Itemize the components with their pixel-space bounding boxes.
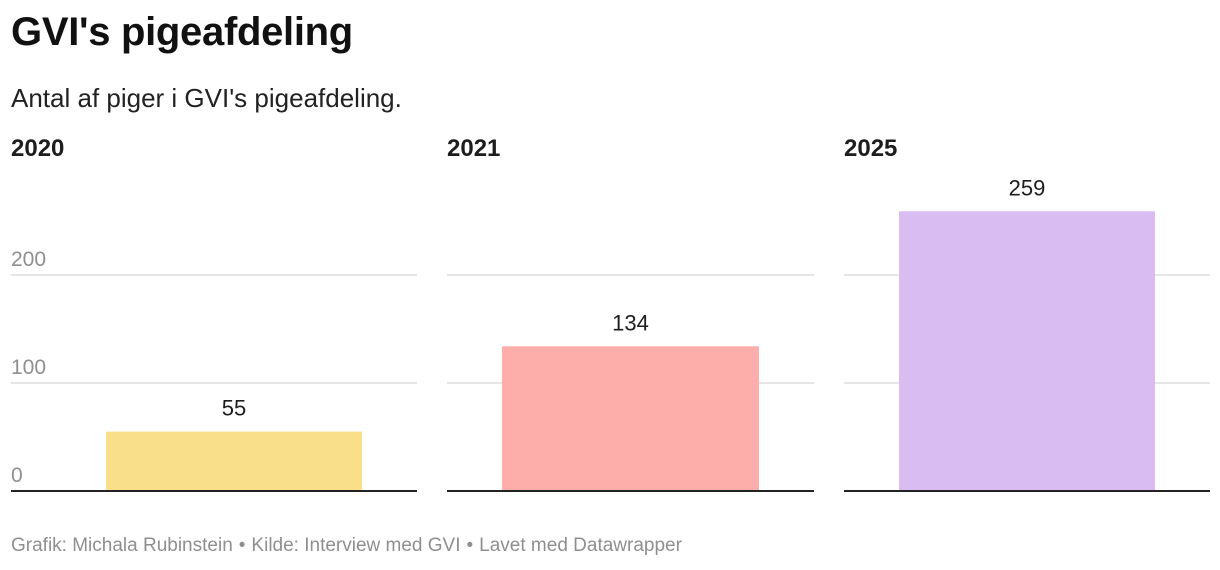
panel-2025: 2025 259 [844,130,1210,500]
panel-title-2020: 2020 [11,135,65,162]
panel-2020: 2020 0 100 200 55 [11,130,417,500]
panel-title-2025: 2025 [844,135,898,162]
panel-title-2021: 2021 [447,135,501,162]
footer-separator: • [466,535,474,556]
y-tick-label: 0 [11,464,23,487]
footer-source: Kilde: Interview med GVI [251,535,461,556]
bar-2021 [502,346,759,491]
bar-2025 [899,211,1155,491]
chart-subtitle: Antal af piger i GVI's pigeafdeling. [11,83,402,113]
y-tick-label: 100 [11,356,46,379]
data-label: 134 [612,310,649,335]
bar-2020 [106,431,362,491]
bar-chart-2020: 0 100 200 55 [11,248,417,492]
footer-credit: Grafik: Michala Rubinstein [11,535,233,556]
bar-chart-2021: 134 [447,274,814,492]
bar-chart-2025: 259 [844,175,1210,492]
panel-2021: 2021 134 [447,130,814,500]
chart-footer: Grafik: Michala Rubinstein • Kilde: Interv… [11,535,682,557]
footer-separator: • [238,535,246,556]
footer-tool: Lavet med Datawrapper [479,535,682,556]
data-label: 259 [1009,175,1046,200]
y-tick-label: 200 [11,248,46,271]
data-label: 55 [222,396,246,421]
chart-title: GVI's pigeafdeling [11,10,353,54]
